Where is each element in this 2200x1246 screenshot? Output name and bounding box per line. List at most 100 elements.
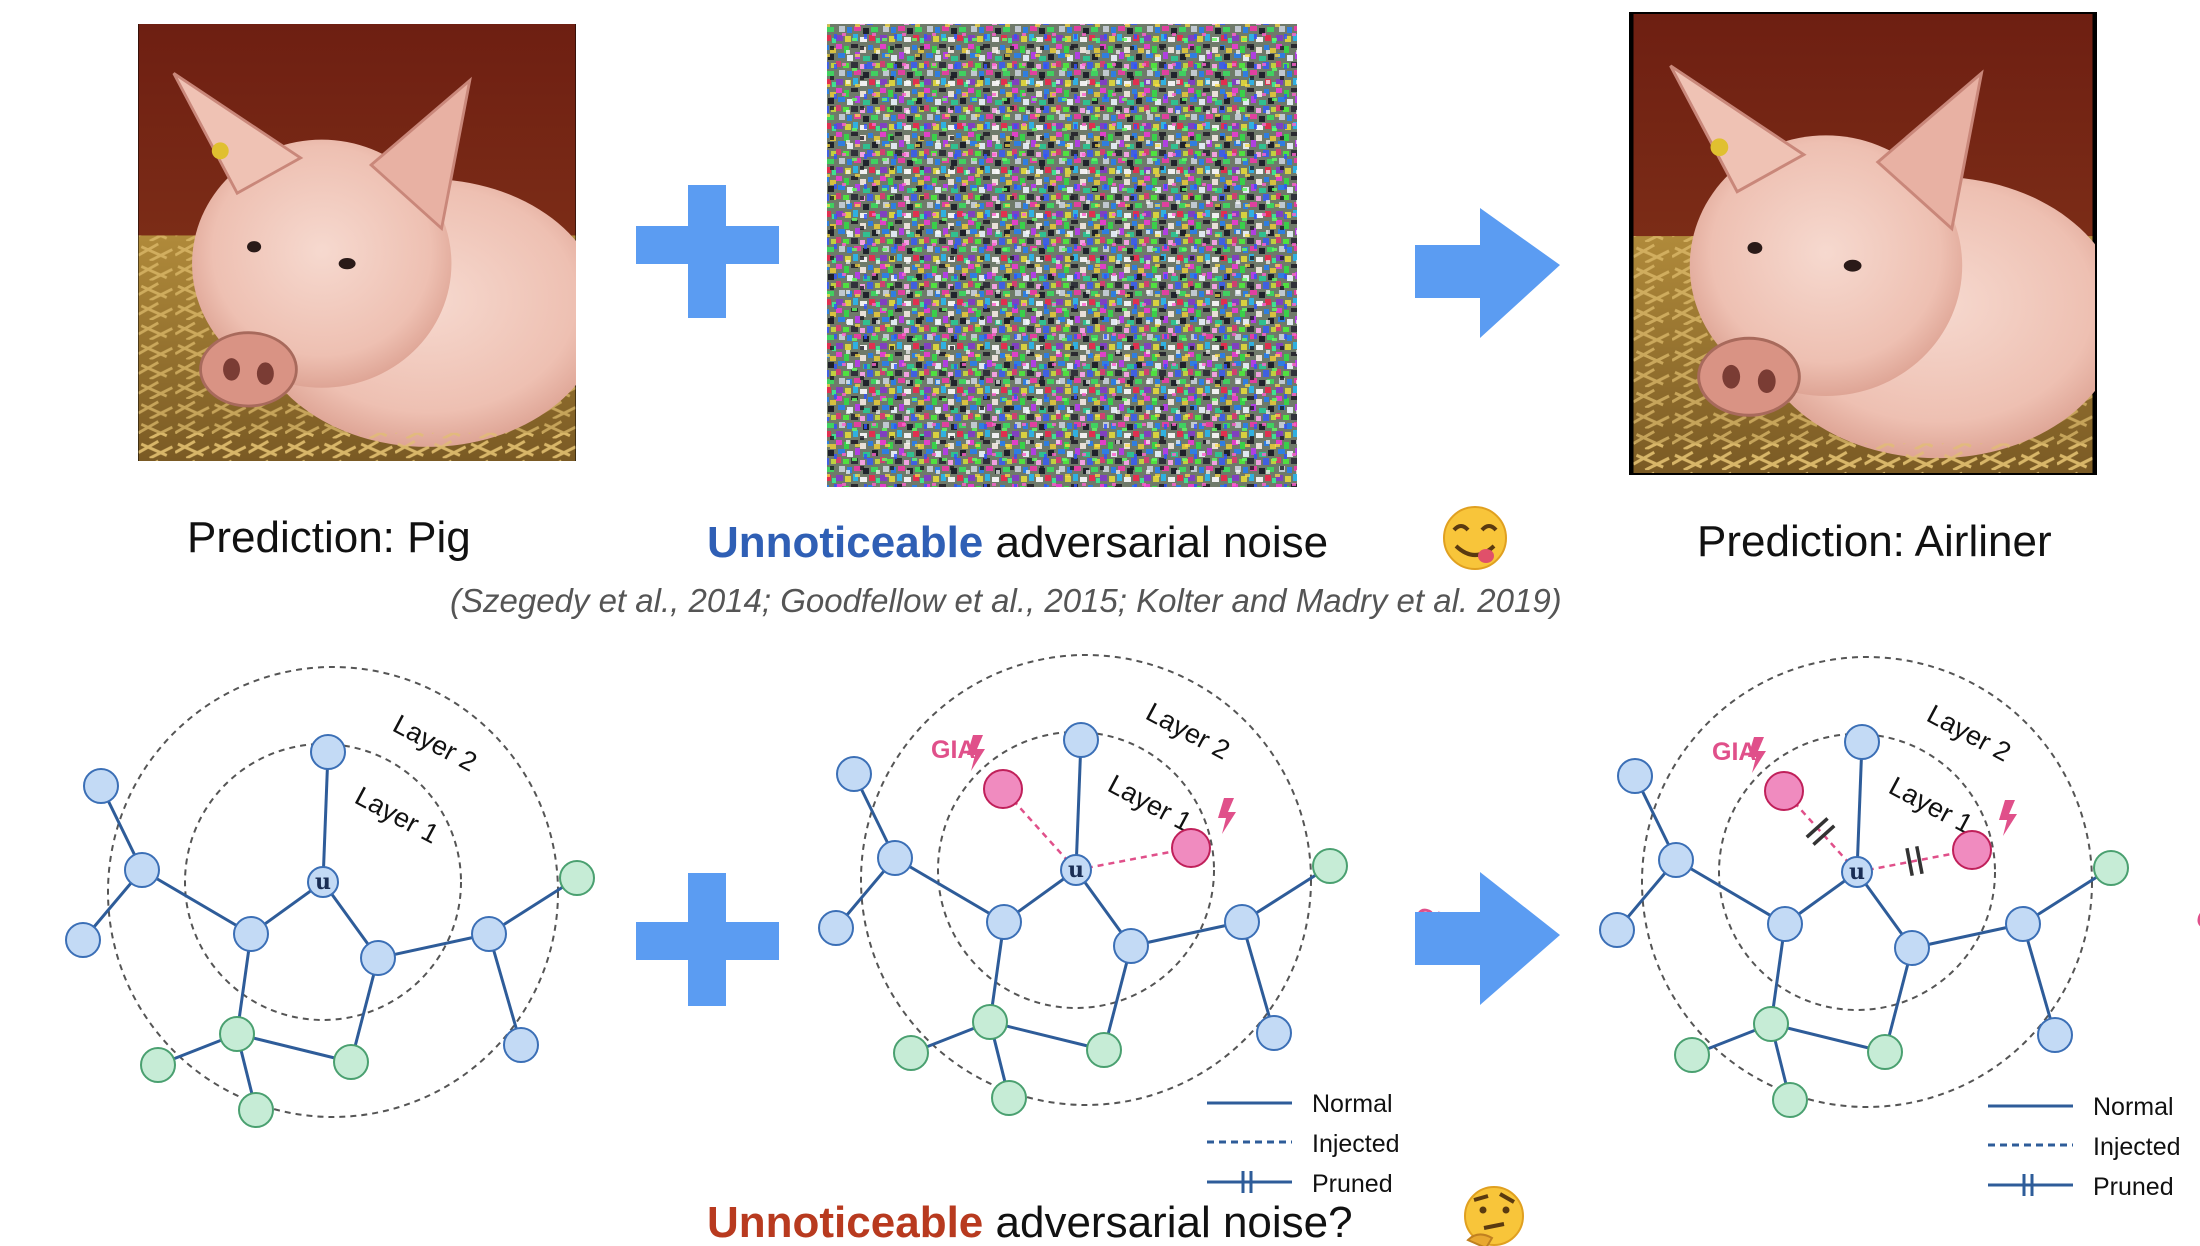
normal-edge: [1074, 739, 1083, 871]
injected-node-right: [1952, 830, 1992, 870]
legend-middle: Normal Injected Pruned: [1207, 1090, 1400, 1198]
legend-injected-label: Injected: [2093, 1133, 2181, 1161]
neighbor-node: [83, 768, 119, 804]
injected-node-right: [1171, 828, 1211, 868]
neighbor-node: [1617, 758, 1653, 794]
neighbor-node-green: [991, 1080, 1027, 1116]
layer-2-ring: [1641, 656, 2093, 1108]
normal-edge: [1130, 920, 1243, 948]
neighbor-node-green: [972, 1004, 1008, 1040]
neighbor-node-green: [2093, 850, 2129, 886]
injected-edge: [1856, 848, 1973, 874]
target-node: [1841, 856, 1873, 888]
normal-edge: [894, 856, 1005, 924]
neighbor-node: [1767, 906, 1803, 942]
normal-edge: [2021, 923, 2057, 1036]
legend-pruned-label: Pruned: [1312, 1170, 1393, 1198]
layer-1-label: Layer 1: [1103, 769, 1197, 838]
layer-2-label: Layer 2: [388, 709, 482, 778]
layer-2-ring: [860, 654, 1312, 1106]
lightning-icon: [1999, 800, 2017, 836]
gia-label: GIA: [1712, 738, 1756, 766]
neighbor-node-green: [1753, 1006, 1789, 1042]
plus-icon-top: [636, 185, 779, 318]
neighbor-node: [1894, 930, 1930, 966]
noise-caption-rest: adversarial noise: [983, 518, 1328, 567]
neighbor-node: [818, 910, 854, 946]
neighbor-node: [1658, 842, 1694, 878]
perturbed-image-panel: [1629, 12, 2097, 475]
bottom-caption: Unnoticeable adversarial noise?: [707, 1198, 1353, 1246]
neighbor-node: [877, 840, 913, 876]
neighbor-node: [1599, 912, 1635, 948]
target-node-label: u: [1068, 857, 1084, 883]
normal-edge: [141, 868, 252, 936]
pruned-mark: [1805, 817, 1829, 839]
layer-2-label: Layer 2: [1922, 699, 2016, 768]
neighbor-node: [233, 916, 269, 952]
neighbor-node: [836, 756, 872, 792]
injected-node-left: [1764, 771, 1804, 811]
normal-edge: [236, 1032, 352, 1064]
neighbor-node-green: [140, 1047, 176, 1083]
original-prediction-caption: Prediction: Pig: [187, 513, 471, 562]
normal-edge: [1855, 741, 1864, 873]
lightning-icon: [1748, 737, 1766, 773]
normal-edge: [1675, 858, 1786, 926]
legend-injected-label: Injected: [1312, 1130, 1400, 1158]
gia-label: GIA: [2194, 904, 2200, 941]
plus-icon-bottom: [636, 873, 779, 1006]
neighbor-node-green: [559, 860, 595, 896]
noise-image-panel: [827, 24, 1297, 487]
bottom-caption-highlight: Unnoticeable: [707, 1198, 983, 1246]
legend-pruned-label: Pruned: [2093, 1173, 2174, 1201]
neighbor-node: [2037, 1017, 2073, 1053]
neighbor-node: [986, 904, 1022, 940]
neighbor-node-green: [219, 1016, 255, 1052]
normal-edge: [1240, 921, 1276, 1034]
neighbor-node: [1256, 1015, 1292, 1051]
arrow-icon-bottom: [1415, 872, 1560, 1005]
pruned-mark: [1905, 847, 1914, 877]
perturbed-prediction-caption: Prediction: Airliner: [1697, 517, 2052, 566]
gia-label: GIA: [931, 736, 975, 764]
normal-edge: [1911, 922, 2024, 950]
citation-text: (Szegedy et al., 2014; Goodfellow et al.…: [450, 582, 1562, 619]
legend-normal-label: Normal: [2093, 1093, 2174, 1121]
normal-edge: [321, 751, 330, 883]
target-node-label: u: [315, 869, 331, 895]
layer-2-label: Layer 2: [1141, 697, 1235, 766]
injected-node-left: [983, 769, 1023, 809]
normal-edge: [487, 933, 523, 1046]
legend-normal-label: Normal: [1312, 1090, 1393, 1118]
lightning-icon: [967, 735, 985, 771]
normal-edge: [989, 1020, 1105, 1052]
neighbor-node-green: [1086, 1032, 1122, 1068]
neighbor-node-green: [333, 1044, 369, 1080]
layer-1-label: Layer 1: [350, 781, 444, 850]
original-image-panel: [138, 24, 576, 461]
normal-edge: [377, 932, 490, 960]
pruned-mark: [1915, 845, 1924, 875]
neighbor-node: [310, 734, 346, 770]
noise-caption-highlight: Unnoticeable: [707, 518, 983, 567]
neighbor-node: [1113, 928, 1149, 964]
pruned-mark: [1812, 824, 1836, 846]
neighbor-node-green: [1867, 1034, 1903, 1070]
neighbor-node: [360, 940, 396, 976]
neighbor-node: [2005, 906, 2041, 942]
neighbor-node-green: [1772, 1082, 1808, 1118]
target-node: [1060, 854, 1092, 886]
neighbor-node-green: [1312, 848, 1348, 884]
neighbor-node-green: [893, 1035, 929, 1071]
target-node: [307, 866, 339, 898]
neighbor-node: [124, 852, 160, 888]
neighbor-node: [65, 922, 101, 958]
thinking-face-icon: [1464, 1186, 1524, 1246]
neighbor-node: [471, 916, 507, 952]
target-node-label: u: [1849, 859, 1865, 885]
